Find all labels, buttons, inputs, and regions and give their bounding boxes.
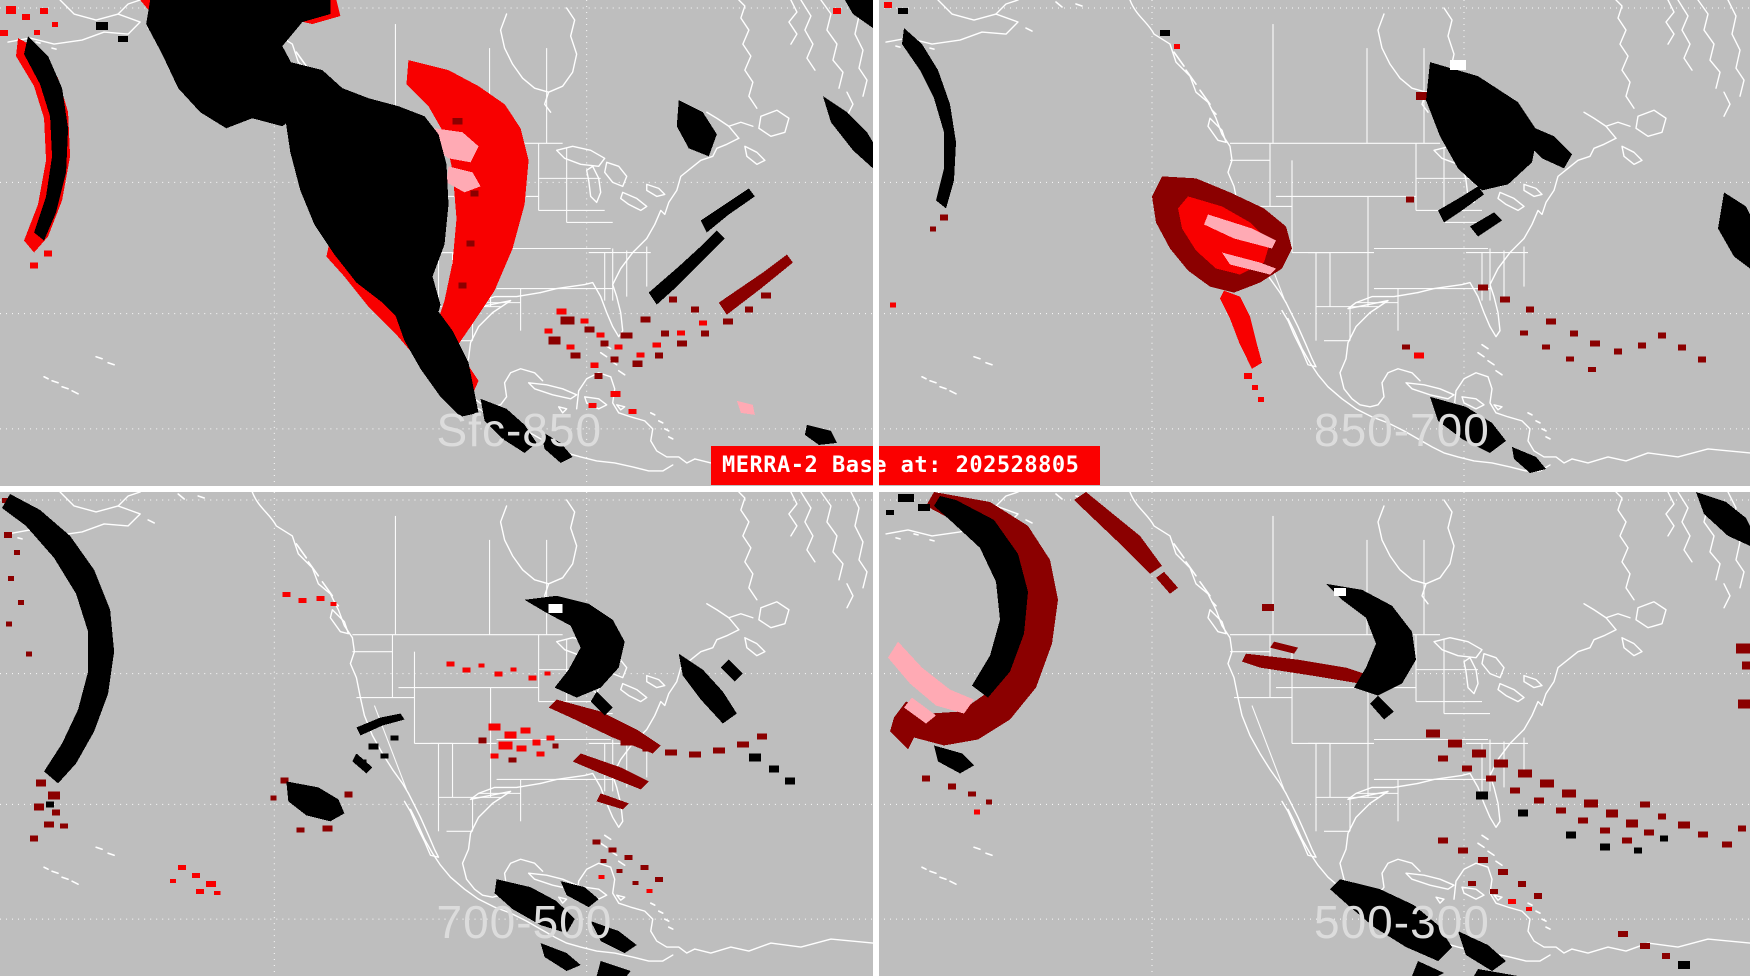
- red-layer: [974, 809, 1532, 912]
- map-canvas-sfc-850: [0, 0, 873, 486]
- data-layer-850-700: [884, 2, 1750, 473]
- black-layer: [24, 0, 873, 463]
- black-layer: [898, 8, 1750, 473]
- white-layer: [548, 603, 563, 613]
- dark-red-layer: [452, 118, 793, 379]
- horizontal-divider: [0, 486, 1750, 492]
- white-layer: [1450, 60, 1466, 71]
- timestamp-banner-text: MERRA-2 Base at: 202528805: [722, 453, 1080, 478]
- panel-label-700-500: 700-500: [436, 896, 613, 948]
- data-layer-500-300: [886, 492, 1750, 976]
- map-panel-850-700: 850-700: [878, 0, 1750, 486]
- panel-label-850-700: 850-700: [1314, 404, 1490, 456]
- panel-label-500-300: 500-300: [1314, 896, 1490, 948]
- map-canvas-500-300: [878, 492, 1750, 976]
- pink-layer: [1204, 214, 1276, 275]
- map-panel-700-500: 700-500: [0, 492, 873, 976]
- timestamp-banner: MERRA-2 Base at: 202528805: [711, 446, 1100, 485]
- map-panel-500-300: 500-300: [878, 492, 1750, 976]
- red-layer: [170, 591, 653, 896]
- white-layer: [1334, 587, 1346, 596]
- map-canvas-850-700: [878, 0, 1750, 486]
- dark-red-layer: [930, 92, 1706, 372]
- panel-label-sfc-850: Sfc-850: [436, 404, 603, 456]
- data-layer-700-500: [2, 493, 795, 976]
- dark-red-layer: [2, 497, 767, 886]
- black-layer: [2, 493, 795, 976]
- pink-layer: [432, 128, 755, 415]
- data-layer-sfc-850: [0, 0, 873, 463]
- map-panel-sfc-850: Sfc-850: [0, 0, 873, 486]
- map-canvas-700-500: [0, 492, 873, 976]
- red-layer: [884, 2, 1424, 402]
- black-layer: [886, 492, 1750, 976]
